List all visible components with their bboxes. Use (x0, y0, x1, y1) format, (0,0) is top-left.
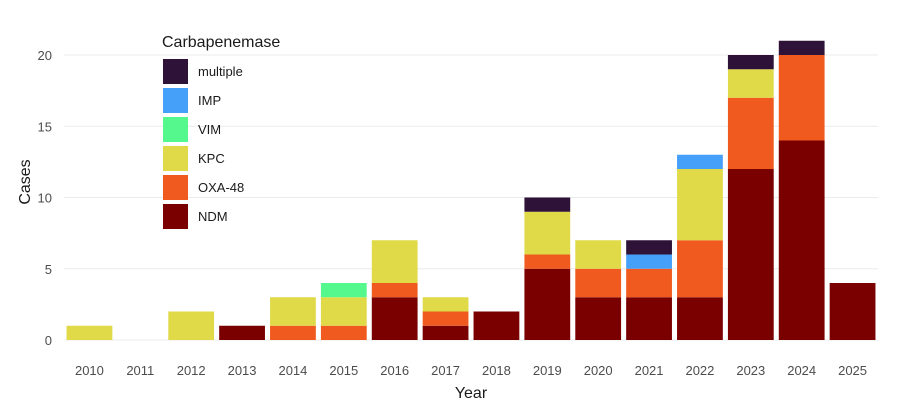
x-tick-label: 2016 (380, 363, 409, 378)
bar-multiple-2021 (626, 240, 672, 255)
bar-multiple-2024 (778, 40, 825, 55)
bar-ndm-2021 (626, 297, 672, 340)
legend-label-ndm: NDM (198, 209, 228, 224)
x-tick-label: 2020 (584, 363, 613, 378)
bar-kpc-2019 (524, 211, 571, 255)
bar-ndm-2017 (422, 325, 469, 340)
bar-imp-2021 (626, 254, 672, 269)
legend-swatch-vim (163, 117, 188, 142)
x-tick-label: 2010 (75, 363, 104, 378)
bar-kpc-2010 (66, 325, 113, 340)
bar-ndm-2019 (524, 268, 571, 340)
x-tick-label: 2018 (482, 363, 511, 378)
bar-kpc-2014 (270, 297, 316, 326)
y-axis-ticks: 0 5 10 15 20 (38, 48, 52, 348)
bar-oxa-48-2017 (422, 311, 469, 326)
bar-kpc-2017 (422, 297, 469, 312)
x-tick-label: 2022 (685, 363, 714, 378)
legend-swatch-imp (163, 88, 188, 113)
bar-vim-2015 (320, 283, 367, 298)
y-tick-label: 10 (38, 191, 52, 206)
x-tick-label: 2024 (787, 363, 816, 378)
x-tick-label: 2013 (228, 363, 257, 378)
x-axis-title: Year (455, 385, 488, 402)
bar-oxa-48-2016 (371, 283, 418, 298)
legend-label-vim: VIM (198, 122, 221, 137)
y-axis-title: Cases (17, 159, 34, 204)
x-tick-label: 2021 (635, 363, 664, 378)
legend-swatch-multiple (163, 59, 188, 84)
bar-oxa-48-2019 (524, 254, 571, 269)
bar-oxa-48-2023 (727, 97, 774, 169)
legend-swatch-oxa-48 (163, 175, 188, 200)
legend-label-imp: IMP (198, 93, 221, 108)
bar-ndm-2025 (829, 283, 876, 340)
bar-ndm-2018 (473, 311, 520, 340)
x-tick-label: 2011 (126, 363, 154, 378)
bar-kpc-2015 (320, 297, 367, 326)
bar-ndm-2016 (371, 297, 418, 340)
bar-oxa-48-2022 (677, 240, 723, 298)
bar-kpc-2023 (727, 69, 774, 98)
bar-multiple-2023 (727, 55, 774, 70)
x-tick-label: 2017 (431, 363, 460, 378)
bar-oxa-48-2020 (575, 268, 622, 298)
bar-oxa-48-2014 (270, 325, 316, 340)
bar-ndm-2024 (778, 140, 825, 340)
bar-kpc-2016 (371, 240, 418, 283)
bar-kpc-2012 (168, 311, 215, 340)
bar-multiple-2019 (524, 197, 571, 212)
bar-oxa-48-2021 (626, 268, 672, 298)
x-tick-label: 2019 (533, 363, 562, 378)
bars (66, 40, 876, 340)
x-axis-ticks: 2010 2011 2012 2013 2014 2015 2016 2017 2018 2019… (75, 363, 867, 378)
legend: Carbapenemase multiple IMP VIM KPC OXA-48 NDM (162, 34, 280, 229)
bar-ndm-2020 (575, 297, 622, 340)
bar-ndm-2023 (727, 169, 774, 340)
bar-kpc-2020 (575, 240, 622, 269)
x-tick-label: 2012 (177, 363, 206, 378)
legend-label-oxa-48: OXA-48 (198, 180, 244, 195)
bar-oxa-48-2015 (320, 325, 367, 340)
bar-imp-2022 (677, 154, 723, 169)
x-tick-label: 2023 (736, 363, 765, 378)
legend-label-multiple: multiple (198, 64, 243, 79)
x-tick-label: 2025 (838, 363, 867, 378)
bar-kpc-2022 (677, 169, 723, 241)
legend-swatch-kpc (163, 146, 188, 171)
legend-title: Carbapenemase (162, 34, 280, 51)
x-tick-label: 2014 (278, 363, 307, 378)
bar-ndm-2022 (677, 297, 723, 340)
legend-swatch-ndm (163, 204, 188, 229)
legend-label-kpc: KPC (198, 151, 225, 166)
bar-oxa-48-2024 (778, 55, 825, 141)
bar-ndm-2013 (219, 325, 265, 340)
y-tick-label: 20 (38, 48, 52, 63)
x-tick-label: 2015 (329, 363, 358, 378)
y-tick-label: 0 (45, 333, 52, 348)
y-tick-label: 15 (38, 119, 52, 134)
y-tick-label: 5 (45, 262, 52, 277)
